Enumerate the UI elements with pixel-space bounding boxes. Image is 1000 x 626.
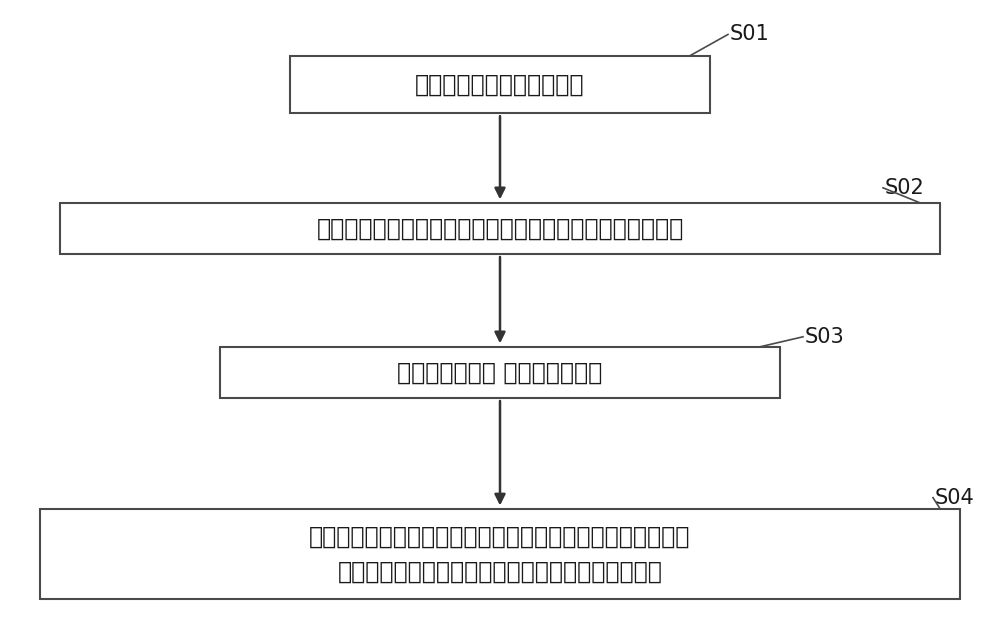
Bar [60,203,940,254]
Text: S03: S03 [805,327,845,347]
Text: S01: S01 [730,24,770,44]
Bar [290,56,710,113]
Text: 紫外光耦合催化活化过硫酸盐的作用下降解有机废水: 紫外光耦合催化活化过硫酸盐的作用下降解有机废水 [338,559,662,583]
Text: S04: S04 [935,488,975,508]
Text: S02: S02 [885,178,925,198]
Text: 所述容器中设置 紫外光发生装置: 所述容器中设置 紫外光发生装置 [397,361,603,384]
Text: 在有机废水中加入过硫酸盐: 在有机废水中加入过硫酸盐 [415,73,585,96]
Text: 将含有过硫酸盐的有机废水置于微波发生装置内部的容器中: 将含有过硫酸盐的有机废水置于微波发生装置内部的容器中 [316,217,684,240]
Bar [40,508,960,600]
Text: 开启所述微波发生装置，微波激发紫外光发生装置，在微波与: 开启所述微波发生装置，微波激发紫外光发生装置，在微波与 [309,525,691,549]
Bar [220,347,780,398]
